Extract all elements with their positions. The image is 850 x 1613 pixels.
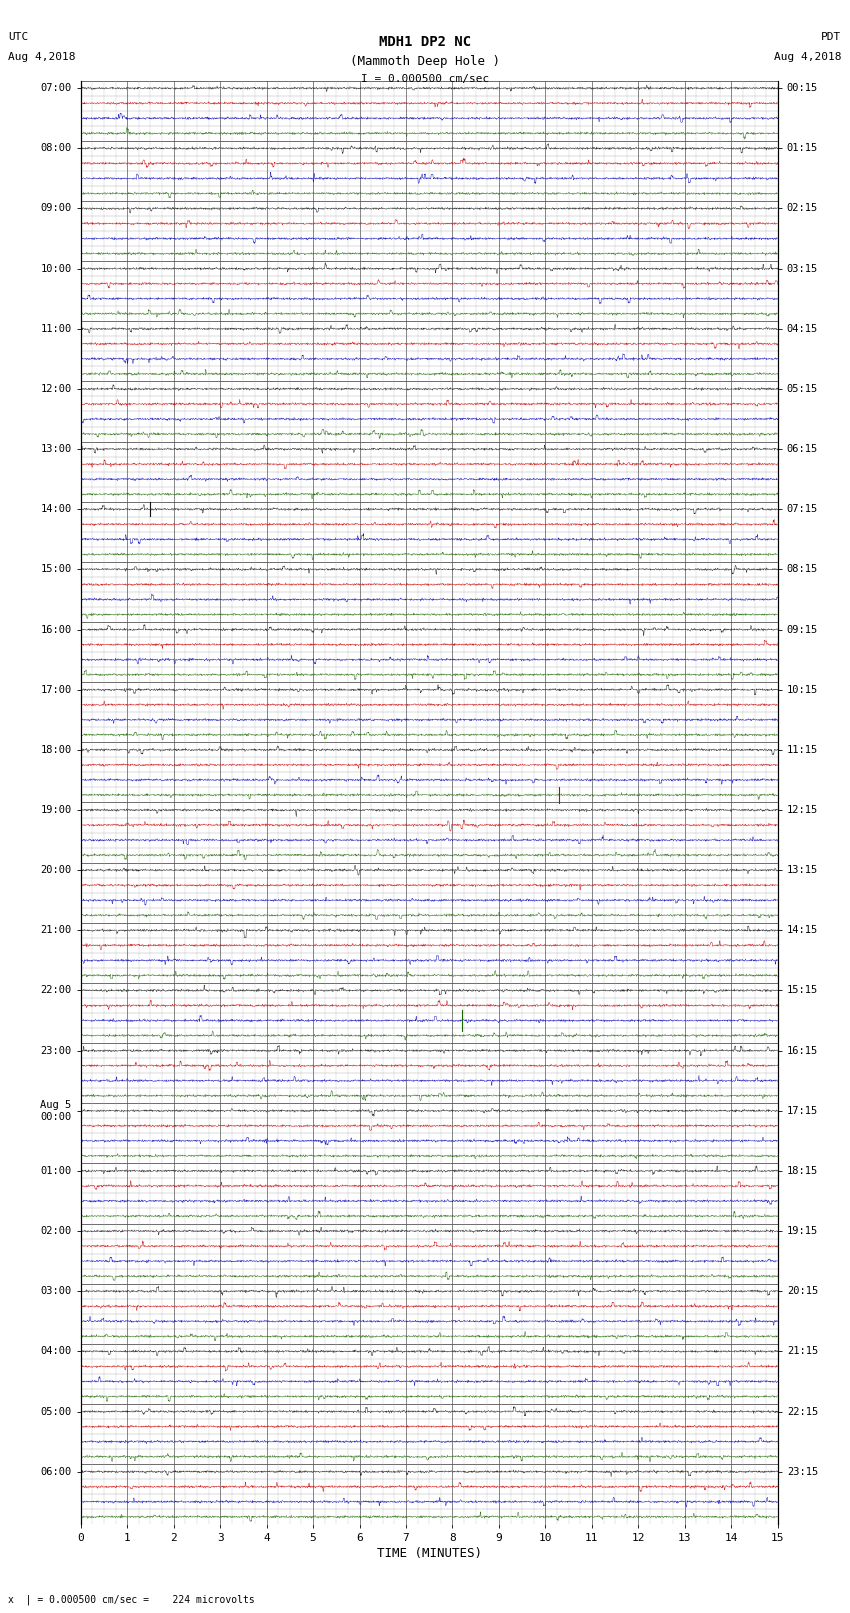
Text: x  | = 0.000500 cm/sec =    224 microvolts: x | = 0.000500 cm/sec = 224 microvolts — [8, 1594, 255, 1605]
X-axis label: TIME (MINUTES): TIME (MINUTES) — [377, 1547, 482, 1560]
Text: UTC: UTC — [8, 32, 29, 42]
Text: Aug 4,2018: Aug 4,2018 — [8, 52, 76, 61]
Text: PDT: PDT — [821, 32, 842, 42]
Text: Aug 4,2018: Aug 4,2018 — [774, 52, 842, 61]
Text: MDH1 DP2 NC: MDH1 DP2 NC — [379, 35, 471, 50]
Text: (Mammoth Deep Hole ): (Mammoth Deep Hole ) — [350, 55, 500, 68]
Text: I = 0.000500 cm/sec: I = 0.000500 cm/sec — [361, 74, 489, 84]
